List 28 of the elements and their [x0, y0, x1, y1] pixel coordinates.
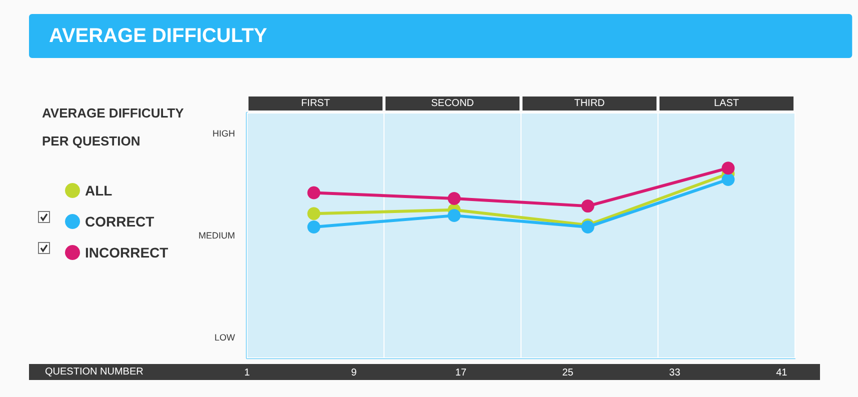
x-tick-label: 33	[669, 368, 681, 378]
point	[581, 200, 594, 213]
band-label: SECOND	[431, 98, 474, 109]
chart-title: AVERAGE DIFFICULTY	[49, 25, 268, 47]
band-label: THIRD	[574, 98, 605, 109]
legend-label: CORRECT	[85, 214, 155, 230]
x-tick-label: 41	[776, 368, 788, 378]
band-label: LAST	[714, 98, 740, 109]
band-label: FIRST	[301, 98, 330, 109]
point	[448, 192, 461, 205]
text: QUESTION NUMBER	[45, 366, 144, 378]
x-tick-label: 9	[351, 368, 358, 378]
text: AVERAGE DIFFICULTY	[42, 106, 188, 120]
point	[307, 186, 320, 200]
text: MEDIUM	[198, 230, 235, 240]
point	[307, 220, 320, 234]
point	[722, 162, 735, 175]
text: HIGH	[212, 128, 235, 138]
legend-label: INCORRECT	[85, 244, 169, 260]
x-tick-label: 1	[244, 368, 250, 378]
text: PER QUESTION	[42, 134, 140, 148]
point	[448, 209, 461, 222]
point	[307, 207, 320, 220]
point	[722, 172, 735, 186]
x-tick-label: 17	[455, 368, 467, 378]
text: LOW	[214, 332, 236, 342]
x-tick-label: 25	[562, 368, 574, 378]
legend-label: ALL	[85, 182, 113, 198]
